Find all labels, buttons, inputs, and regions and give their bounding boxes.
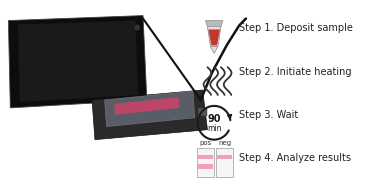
Polygon shape (208, 29, 220, 45)
Bar (198, 154, 213, 159)
Polygon shape (114, 97, 180, 115)
Bar (198, 164, 213, 169)
Polygon shape (8, 16, 147, 108)
Polygon shape (18, 21, 138, 102)
Polygon shape (206, 21, 223, 26)
Text: Step 3. Wait: Step 3. Wait (239, 110, 298, 120)
Text: min: min (207, 124, 222, 133)
Text: Step 2. Initiate heating: Step 2. Initiate heating (239, 67, 352, 77)
Text: Step 1. Deposit sample: Step 1. Deposit sample (239, 23, 353, 33)
Text: Step 4. Analyze results: Step 4. Analyze results (239, 152, 351, 162)
Polygon shape (210, 46, 218, 53)
Bar (217, 154, 232, 159)
Bar (216, 148, 233, 177)
Text: 90: 90 (208, 114, 221, 124)
Polygon shape (105, 91, 195, 127)
Bar (198, 108, 208, 116)
Circle shape (134, 25, 140, 31)
Polygon shape (208, 26, 221, 46)
Text: neg: neg (218, 140, 231, 146)
Polygon shape (92, 90, 208, 140)
Text: pos: pos (199, 140, 212, 146)
Bar (197, 148, 214, 177)
